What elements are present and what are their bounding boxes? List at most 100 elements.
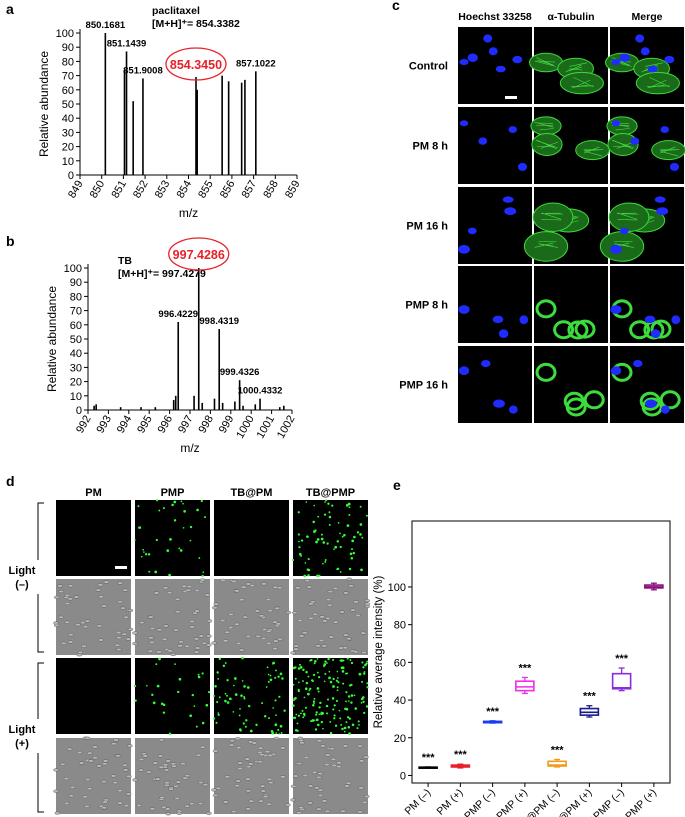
- cell-outline: [67, 597, 73, 601]
- x-tick-label: 994: [115, 414, 135, 436]
- cell-outline: [228, 743, 235, 747]
- fluorescence-dot: [350, 694, 354, 697]
- fluorescence-dot: [307, 692, 310, 696]
- peak-label: 857.1022: [236, 58, 276, 69]
- cell-outline: [260, 789, 267, 793]
- row-label: Control: [409, 61, 448, 73]
- filament: [568, 68, 583, 71]
- fluorescence-dot: [207, 690, 211, 694]
- fluorescence-dot: [307, 675, 310, 678]
- fluorescence-dot: [179, 549, 183, 552]
- nucleus: [630, 137, 640, 145]
- x-tick-label: 1002: [275, 414, 298, 441]
- micrograph: [292, 657, 369, 735]
- cell-outline: [338, 646, 344, 650]
- cell: [639, 391, 661, 411]
- fluorescence-dot: [246, 686, 250, 689]
- cell: [567, 320, 589, 340]
- y-tick-label: 60: [70, 320, 82, 332]
- fluorescence-dot: [297, 688, 300, 691]
- fluorescence-dot: [339, 571, 342, 573]
- cell: [643, 320, 665, 340]
- fluorescence-dot: [317, 515, 320, 518]
- fluorescence-dot: [336, 540, 339, 543]
- fluorescence-dot: [333, 704, 336, 707]
- cell-outline: [152, 761, 158, 765]
- filament: [573, 77, 594, 88]
- cell-outline: [175, 610, 181, 614]
- cell: [608, 202, 650, 232]
- cell-outline: [362, 800, 368, 804]
- fluorescence-dot: [340, 723, 343, 726]
- cell-outline: [235, 779, 241, 783]
- filament: [536, 57, 554, 66]
- fluorescence-dot: [345, 707, 349, 711]
- filament: [535, 140, 558, 149]
- cell-outline: [148, 636, 154, 640]
- fluorescence-dot: [183, 510, 186, 513]
- cell-outline: [184, 804, 190, 808]
- cell-outline: [343, 633, 349, 637]
- fluorescence-dot: [348, 506, 351, 509]
- fluorescence-dot: [328, 523, 331, 526]
- cell-outline: [329, 747, 335, 751]
- fluorescence-dot: [213, 717, 216, 720]
- cell-outline: [117, 801, 123, 805]
- cell-outline: [319, 615, 325, 619]
- fluorescence-dot: [215, 721, 218, 724]
- cell-outline: [173, 784, 179, 788]
- fluorescence-dot: [189, 714, 193, 718]
- fluorescence-dot: [198, 557, 201, 559]
- image-background: [458, 107, 532, 184]
- cell-outline: [184, 774, 191, 778]
- cell-outline: [60, 762, 66, 766]
- y-tick-label: 30: [70, 362, 82, 374]
- filament: [617, 219, 638, 221]
- fluorescence-dot: [353, 694, 356, 697]
- cell-outline: [113, 738, 119, 742]
- cell-outline: [157, 754, 164, 758]
- micrograph: [599, 187, 684, 264]
- nucleus: [656, 207, 669, 216]
- y-tick-label: 90: [62, 42, 74, 54]
- cell-outline: [177, 644, 183, 648]
- cell-outline: [194, 646, 201, 650]
- fluorescence-dot: [202, 571, 205, 574]
- cell-outline: [115, 631, 122, 635]
- fluorescence-dot: [325, 499, 328, 502]
- cell-outline: [76, 751, 83, 755]
- micrograph: [610, 266, 684, 343]
- cell-outline: [111, 742, 117, 746]
- x-tick-label: PMP (–): [462, 787, 498, 817]
- filament: [534, 121, 554, 128]
- cell-outline: [357, 744, 363, 748]
- fluorescence-dot: [324, 501, 326, 503]
- cell-outline: [127, 744, 133, 748]
- filament: [649, 77, 670, 88]
- fluorescence-dot: [351, 723, 355, 727]
- cell-outline: [272, 585, 279, 589]
- y-tick-label: 100: [56, 28, 74, 40]
- cell-outline: [197, 802, 204, 806]
- fluorescence-dot: [356, 727, 359, 730]
- fluorescence-dot: [270, 730, 274, 733]
- cell-outline: [204, 593, 211, 597]
- x-tick-label: 999: [217, 414, 237, 436]
- fluorescence-dot: [148, 570, 151, 573]
- nucleus: [512, 55, 523, 64]
- fluorescence-dot: [224, 662, 227, 664]
- cell-outline: [58, 590, 64, 594]
- nucleus: [645, 399, 657, 408]
- cell: [659, 390, 681, 410]
- cell-outline: [322, 619, 328, 623]
- y-tick-label: 0: [400, 770, 406, 782]
- cell-outline: [229, 739, 235, 743]
- fluorescence-dot: [363, 672, 366, 675]
- micrograph: [458, 346, 532, 423]
- fluorescence-dot: [326, 698, 330, 701]
- fluorescence-dot: [328, 511, 331, 514]
- micrograph: [529, 27, 608, 104]
- x-tick-label: 858: [261, 179, 281, 201]
- fluorescence-dot: [366, 660, 369, 663]
- cell-outline: [245, 582, 252, 586]
